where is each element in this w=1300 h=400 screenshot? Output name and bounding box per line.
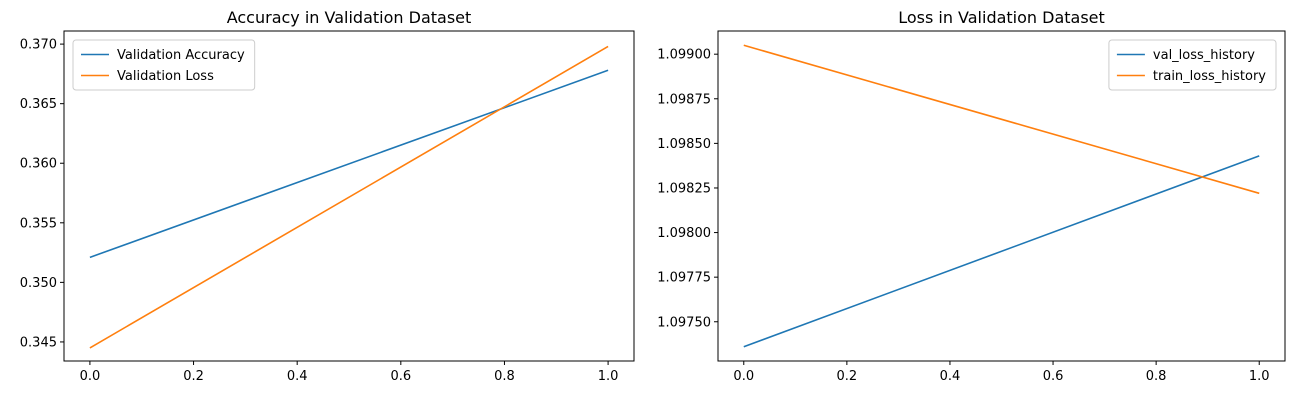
y-tick-label: 0.370 — [20, 38, 57, 53]
y-tick-label: 0.355 — [20, 216, 57, 231]
accuracy-chart: Accuracy in Validation Dataset 0.0 0.2 0.4 0… — [20, 8, 635, 384]
legend-box — [1108, 39, 1277, 91]
legend: val_loss_history train_loss_history — [1108, 39, 1277, 91]
legend: Validation Accuracy Validation Loss — [72, 39, 256, 91]
y-tick-label: 0.350 — [20, 276, 57, 291]
y-tick-label: 0.365 — [20, 97, 57, 112]
x-tick-label: 0.0 — [733, 369, 754, 384]
x-tick-label: 0.0 — [80, 369, 101, 384]
y-tick-label: 0.360 — [20, 157, 57, 172]
x-tick-label: 0.4 — [287, 369, 308, 384]
y-tick-label: 1.09875 — [657, 92, 711, 107]
y-tick-label: 1.09775 — [657, 271, 711, 286]
x-tick-label: 0.6 — [390, 369, 411, 384]
series-line-1 — [743, 155, 1260, 348]
loss-chart: Loss in Validation Dataset 0.0 0.2 0.4 0.6 0.… — [657, 8, 1286, 384]
axes-frame — [63, 30, 635, 362]
legend-box — [72, 39, 256, 91]
x-tick-label: 1.0 — [598, 369, 619, 384]
series-line-2 — [743, 44, 1260, 195]
series-line-2 — [89, 45, 609, 349]
x-tick-label: 0.2 — [837, 369, 858, 384]
chart-title: Accuracy in Validation Dataset — [227, 8, 472, 27]
x-tick-label: 0.8 — [1146, 369, 1167, 384]
y-tick-label: 1.09750 — [657, 315, 711, 330]
x-tick-label: 0.4 — [940, 369, 961, 384]
y-tick-label: 1.09800 — [657, 226, 711, 241]
x-tick-label: 0.2 — [183, 369, 204, 384]
y-tick-label: 1.09850 — [657, 137, 711, 152]
x-tick-label: 0.8 — [494, 369, 515, 384]
y-tick-label: 1.09825 — [657, 181, 711, 196]
axes-frame — [717, 30, 1286, 362]
legend-label-1: Validation Accuracy — [117, 48, 245, 63]
legend-label-1: val_loss_history — [1153, 48, 1255, 63]
legend-label-2: train_loss_history — [1153, 69, 1266, 84]
legend-label-2: Validation Loss — [117, 69, 214, 84]
x-tick-label: 0.6 — [1043, 369, 1064, 384]
chart-title: Loss in Validation Dataset — [898, 8, 1105, 27]
y-tick-label: 1.09900 — [657, 48, 711, 63]
x-tick-label: 1.0 — [1249, 369, 1270, 384]
series-line-1 — [89, 69, 609, 259]
y-tick-label: 0.345 — [20, 335, 57, 350]
